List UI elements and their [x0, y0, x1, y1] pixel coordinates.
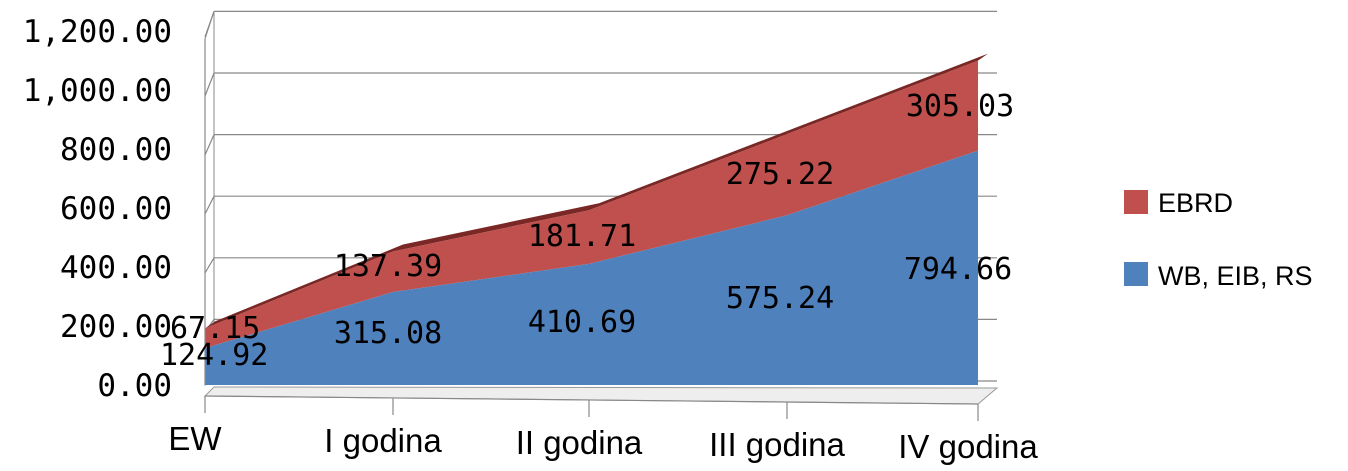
y-tick-label: 1,200.00 — [23, 14, 172, 50]
data-label-wb-eib-rs: 794.66 — [904, 252, 1012, 287]
y-tick-label: 400.00 — [60, 250, 172, 286]
data-label-wb-eib-rs: 575.24 — [726, 281, 834, 316]
x-tick-label: I godina — [324, 422, 442, 459]
x-tick-label: IV godina — [898, 428, 1038, 465]
data-label-wb-eib-rs: 410.69 — [528, 305, 636, 340]
y-tick-label: 0.00 — [97, 368, 172, 404]
x-tick-label: EW — [168, 420, 222, 457]
y-tick-label: 600.00 — [60, 191, 172, 227]
legend-swatch-ebrd — [1124, 190, 1148, 214]
data-labels: 124.92 315.08 410.69 575.24 794.66 67.15 137.3… — [160, 89, 1014, 373]
legend-label-ebrd: EBRD — [1158, 188, 1233, 218]
data-label-ebrd: 67.15 — [170, 311, 260, 346]
data-label-ebrd: 305.03 — [906, 89, 1014, 124]
y-tick-label: 200.00 — [60, 309, 172, 345]
legend: EBRD WB, EIB, RS — [1124, 188, 1313, 291]
data-label-ebrd: 137.39 — [334, 249, 442, 284]
gridline-side — [204, 195, 215, 215]
data-label-wb-eib-rs: 124.92 — [160, 338, 268, 373]
y-tick-label: 800.00 — [60, 132, 172, 168]
x-tick-label: II godina — [516, 424, 643, 461]
floor — [203, 386, 999, 405]
plot-areas — [205, 53, 988, 385]
data-label-wb-eib-rs: 315.08 — [334, 316, 442, 351]
legend-swatch-wb-eib-rs — [1124, 262, 1148, 286]
data-label-ebrd: 275.22 — [726, 157, 834, 192]
legend-label-wb-eib-rs: WB, EIB, RS — [1158, 261, 1313, 291]
y-tick-label: 1,000.00 — [23, 73, 172, 109]
gridline-side — [204, 134, 215, 156]
data-label-ebrd: 181.71 — [528, 219, 636, 254]
gridline-side — [204, 257, 215, 274]
ebrd-area — [205, 60, 978, 349]
x-tick-label: III godina — [709, 426, 845, 463]
x-axis-line — [204, 395, 979, 405]
wb-eib-rs-area — [205, 150, 978, 385]
gridline-side — [204, 72, 215, 97]
y-axis: 0.00 200.00 400.00 600.00 800.00 1,000.00 1,20… — [23, 14, 206, 404]
gridline-side — [204, 11, 215, 38]
x-axis: EW I godina II godina III godina IV godina — [168, 395, 1038, 465]
